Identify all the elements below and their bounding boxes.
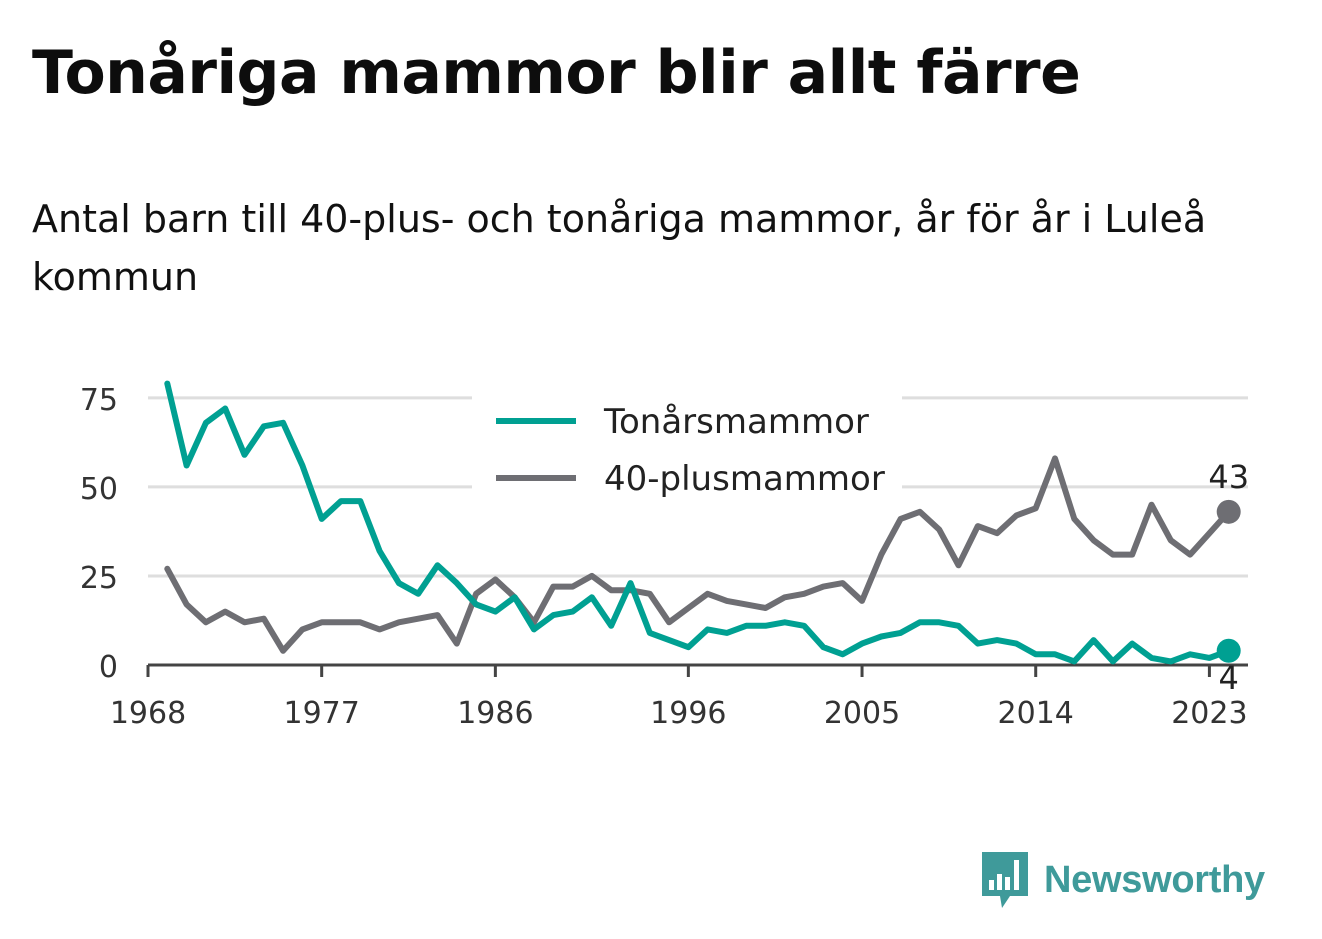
y-tick-label: 50 bbox=[80, 472, 118, 507]
series-line bbox=[164, 380, 1232, 665]
series-lines bbox=[164, 380, 1232, 665]
legend: Tonårsmammor 40-plusmammor bbox=[472, 391, 902, 511]
y-tick-label: 25 bbox=[80, 561, 118, 596]
brand-name: Newsworthy bbox=[1044, 858, 1265, 901]
x-tick-label: 1996 bbox=[650, 696, 726, 731]
brand-logo: Newsworthy bbox=[980, 850, 1265, 910]
end-labels: 4 43 bbox=[1208, 458, 1249, 697]
x-axis: 1968 1977 1986 1996 2005 2014 2023 bbox=[110, 663, 1248, 731]
end-point bbox=[1216, 638, 1241, 663]
x-tick-label: 2005 bbox=[824, 696, 900, 731]
end-label: 43 bbox=[1208, 458, 1249, 496]
x-tick-label: 1986 bbox=[457, 696, 533, 731]
legend-background bbox=[472, 391, 902, 511]
y-tick-label: 75 bbox=[80, 383, 118, 418]
chart-subtitle: Antal barn till 40-plus- och tonåriga ma… bbox=[32, 197, 1207, 299]
x-tick-label: 2014 bbox=[998, 696, 1074, 731]
x-tick-label: 1977 bbox=[284, 696, 360, 731]
bar-chart-badge-icon bbox=[982, 852, 1028, 908]
x-tick-label: 1968 bbox=[110, 696, 186, 731]
y-tick-label: 0 bbox=[99, 650, 118, 685]
y-axis: 0 25 50 75 bbox=[80, 383, 118, 685]
chart-title: Tonåriga mammor blir allt färre bbox=[32, 38, 1081, 108]
end-label: 4 bbox=[1219, 659, 1239, 697]
series-line bbox=[164, 455, 1232, 654]
legend-label: 40-plusmammor bbox=[604, 459, 885, 499]
legend-label: Tonårsmammor bbox=[603, 402, 869, 442]
x-tick-label: 2023 bbox=[1171, 696, 1247, 731]
end-point bbox=[1216, 499, 1241, 524]
